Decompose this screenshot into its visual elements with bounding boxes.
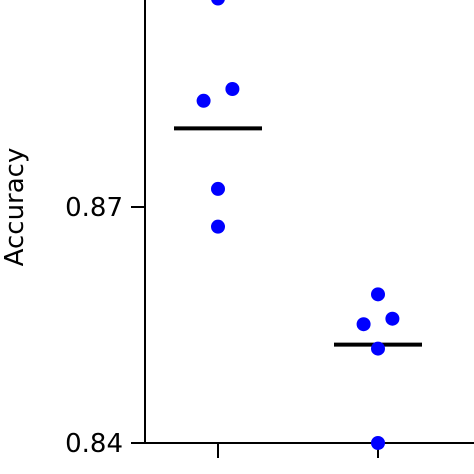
data-point — [356, 317, 371, 332]
data-point — [371, 287, 385, 302]
data-point — [371, 436, 385, 450]
y-tick-label: 0.87 — [65, 193, 123, 223]
data-point — [211, 181, 225, 196]
data-point — [371, 341, 385, 356]
data-points — [196, 0, 400, 450]
data-point — [211, 219, 225, 234]
data-point — [196, 93, 211, 108]
y-tick-label: 0.84 — [65, 429, 123, 459]
data-point — [225, 82, 240, 96]
y-axis-title: Accuracy — [0, 148, 30, 267]
axes: 0.84 0.87 — [65, 0, 474, 459]
data-point — [211, 0, 225, 6]
data-point — [385, 311, 400, 326]
median-lines — [174, 126, 422, 347]
